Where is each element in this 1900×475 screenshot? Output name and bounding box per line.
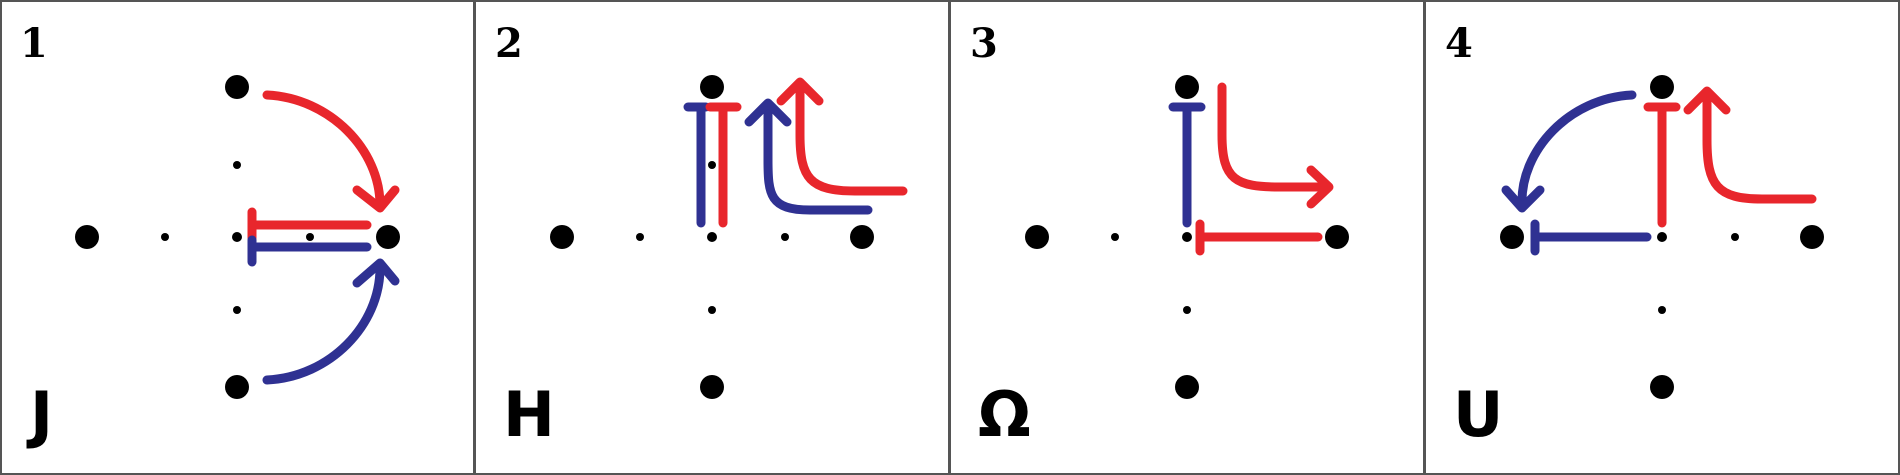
minor-dot [1111, 233, 1119, 241]
minor-dot [1658, 306, 1666, 314]
panel-2-red-strokes [705, 77, 908, 228]
panel-2-dots [550, 75, 874, 399]
blue-curve-arrow [763, 105, 873, 215]
node-left [550, 225, 574, 249]
red-curve-arrow [262, 90, 385, 210]
panel-1-glyph: J [26, 378, 53, 451]
panel-4-blue-strokes [1501, 90, 1652, 256]
red-arrowhead [1306, 165, 1334, 209]
panel-3-number: 3 [970, 20, 998, 67]
panel-1-number: 1 [20, 20, 48, 67]
node-top [700, 75, 724, 99]
red-arrowhead [1683, 86, 1731, 115]
minor-dot [1183, 306, 1191, 314]
panel-2: 2 H [495, 20, 908, 451]
node-center [232, 232, 242, 242]
minor-dot [636, 233, 644, 241]
blue-curve-arrow [1517, 90, 1637, 210]
panel-4-red-strokes [1643, 86, 1817, 228]
node-bottom [225, 375, 249, 399]
node-center [707, 232, 717, 242]
minor-dot [1731, 233, 1739, 241]
node-right [1325, 225, 1349, 249]
panel-2-number: 2 [495, 20, 523, 67]
red-curve-arrow [795, 83, 908, 196]
node-right [376, 225, 400, 249]
node-right [1800, 225, 1824, 249]
red-curve-arrow [1702, 91, 1817, 204]
node-right [850, 225, 874, 249]
panel-1: 1 J [20, 20, 400, 451]
panel-3-blue-strokes [1168, 102, 1206, 228]
minor-dot [306, 233, 314, 241]
panel-2-glyph: H [503, 378, 555, 451]
panel-4: 4 U [1445, 20, 1824, 451]
node-left [1025, 225, 1049, 249]
minor-dot [781, 233, 789, 241]
blue-curve-arrow [262, 263, 385, 385]
blue-arrowhead [352, 258, 400, 288]
panel-3-glyph: Ω [978, 378, 1031, 451]
panel-4-glyph: U [1453, 378, 1503, 451]
panel-1-blue-strokes [247, 235, 400, 385]
blue-arrowhead [1501, 185, 1545, 213]
panel-1-red-strokes [247, 90, 400, 243]
node-bottom [1650, 375, 1674, 399]
node-left [75, 225, 99, 249]
node-center [1182, 232, 1192, 242]
node-center [1657, 232, 1667, 242]
node-top [1175, 75, 1199, 99]
node-bottom [700, 375, 724, 399]
node-bottom [1175, 375, 1199, 399]
minor-dot [233, 161, 241, 169]
panel-3-red-strokes [1195, 82, 1334, 256]
node-left [1500, 225, 1524, 249]
panel-3-dots [1025, 75, 1349, 399]
node-top [1650, 75, 1674, 99]
panel-4-number: 4 [1445, 20, 1473, 67]
minor-dot [233, 306, 241, 314]
panel-3: 3 Ω [970, 20, 1349, 451]
minor-dot [708, 306, 716, 314]
blue-arrowhead [744, 98, 792, 127]
minor-dot [708, 161, 716, 169]
panel-1-dots [75, 75, 400, 399]
panel-2-blue-strokes [683, 98, 873, 228]
node-top [225, 75, 249, 99]
red-arrowhead [352, 185, 400, 213]
red-curve-arrow [1217, 82, 1327, 192]
panel-4-frame [1424, 0, 1900, 475]
red-arrowhead [776, 77, 824, 106]
minor-dot [161, 233, 169, 241]
